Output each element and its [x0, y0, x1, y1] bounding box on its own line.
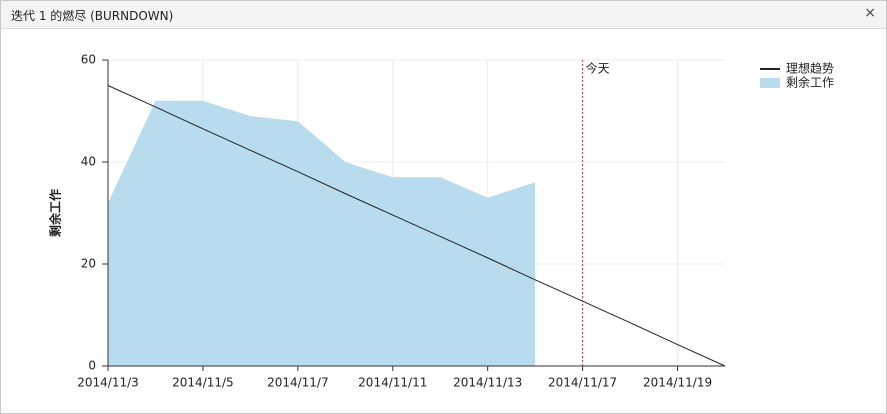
x-tick-label: 2014/11/13 [453, 376, 522, 390]
y-tick-label: 60 [81, 53, 96, 67]
y-tick-label: 0 [88, 359, 96, 373]
y-tick-label: 20 [81, 257, 96, 271]
legend-label: 理想趋势 [786, 61, 834, 76]
panel-header: 迭代 1 的燃尽 (BURNDOWN) × [1, 1, 886, 29]
close-button[interactable]: × [864, 5, 876, 21]
line [107, 85, 726, 367]
panel-title: 迭代 1 的燃尽 (BURNDOWN) [11, 9, 174, 23]
legend-swatch [760, 78, 780, 88]
today-label: 今天 [586, 61, 610, 76]
legend-label: 剩余工作 [786, 75, 834, 90]
area [108, 100, 536, 367]
y-tick-label: 40 [81, 155, 96, 169]
x-tick-label: 2014/11/7 [267, 376, 329, 390]
y-axis-label: 剩余工作 [48, 189, 63, 237]
x-tick-label: 2014/11/5 [172, 376, 234, 390]
x-tick-label: 2014/11/3 [77, 376, 139, 390]
x-tick-label: 2014/11/19 [643, 376, 712, 390]
x-tick-label: 2014/11/17 [548, 376, 617, 390]
x-tick-label: 2014/11/11 [358, 376, 427, 390]
